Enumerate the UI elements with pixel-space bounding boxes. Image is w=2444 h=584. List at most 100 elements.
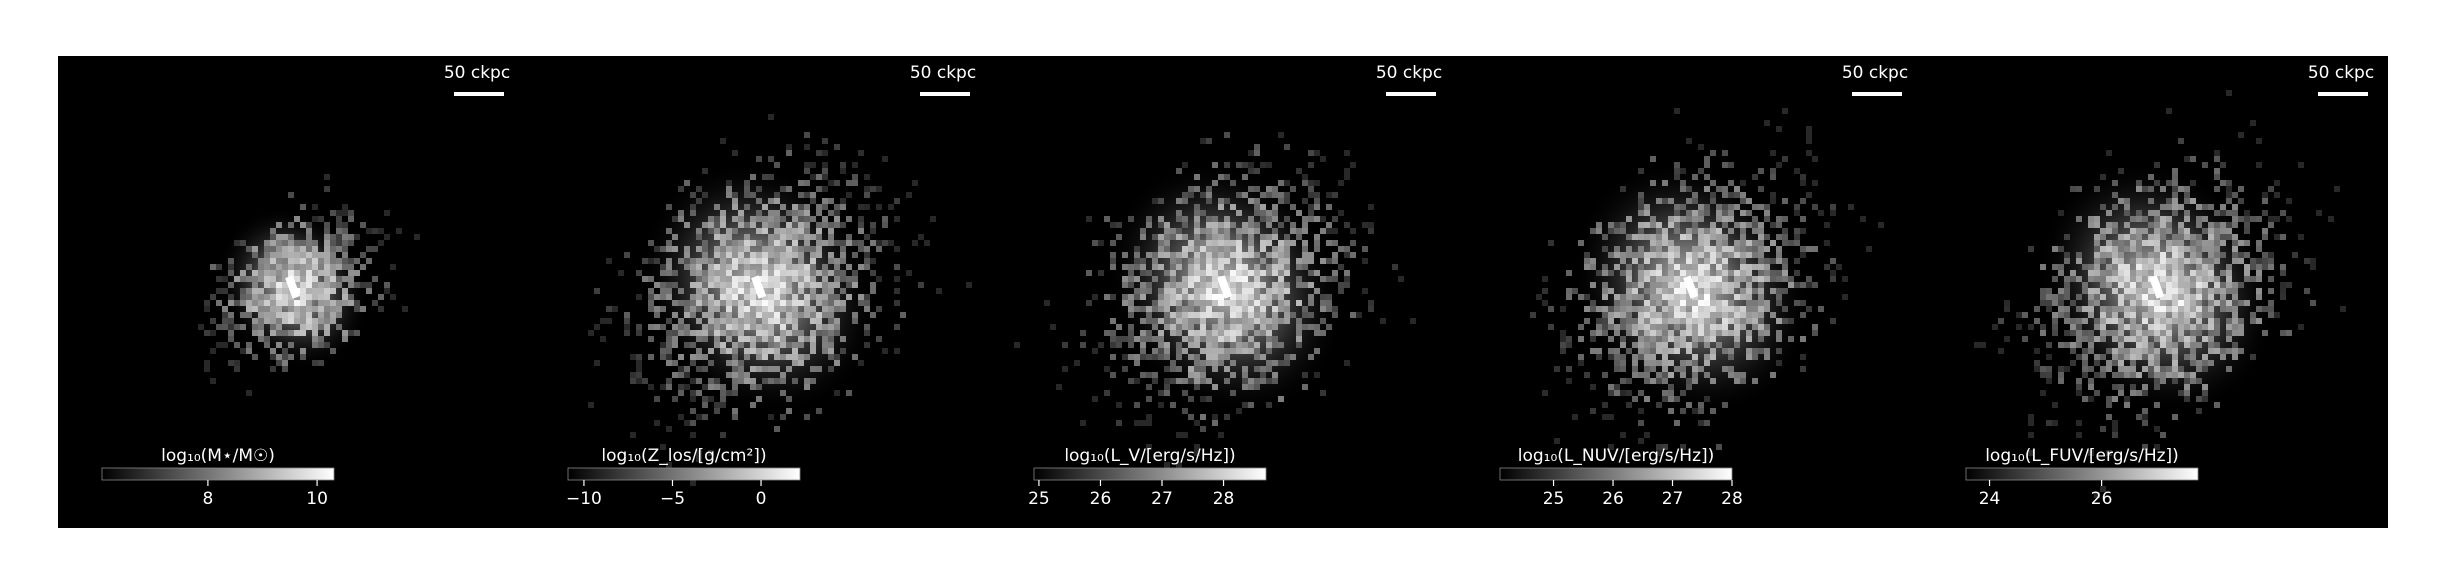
pixel <box>798 342 804 348</box>
pixel <box>1314 192 1320 198</box>
pixel <box>648 300 654 306</box>
pixel <box>1584 372 1590 378</box>
pixel <box>324 234 330 240</box>
pixel <box>1326 306 1332 312</box>
pixel <box>1170 288 1176 294</box>
pixel <box>1710 222 1716 228</box>
pixel <box>1164 252 1170 258</box>
pixel <box>804 168 810 174</box>
pixel <box>1692 372 1698 378</box>
pixel <box>1710 378 1716 384</box>
pixel <box>1164 294 1170 300</box>
pixel <box>1704 264 1710 270</box>
pixel <box>720 390 726 396</box>
pixel <box>1680 306 1686 312</box>
pixel <box>744 336 750 342</box>
pixel <box>1656 312 1662 318</box>
pixel <box>726 264 732 270</box>
pixel <box>1800 366 1806 372</box>
pixel <box>2202 216 2208 222</box>
pixel <box>270 324 276 330</box>
pixel <box>768 198 774 204</box>
pixel <box>222 318 228 324</box>
pixel <box>1728 180 1734 186</box>
pixel <box>1602 282 1608 288</box>
pixel <box>1686 330 1692 336</box>
pixel <box>702 330 708 336</box>
pixel <box>774 318 780 324</box>
pixel <box>1158 306 1164 312</box>
pixel <box>1758 222 1764 228</box>
pixel <box>714 246 720 252</box>
pixel <box>1794 240 1800 246</box>
pixel <box>702 366 708 372</box>
pixel <box>1614 366 1620 372</box>
pixel <box>1272 360 1278 366</box>
pixel <box>306 306 312 312</box>
pixel <box>774 216 780 222</box>
pixel <box>1656 288 1662 294</box>
pixel <box>672 216 678 222</box>
pixel <box>1674 342 1680 348</box>
pixel <box>1686 138 1692 144</box>
pixel <box>246 348 252 354</box>
colorbar <box>1033 467 1267 481</box>
pixel <box>318 270 324 276</box>
pixel <box>222 276 228 282</box>
pixel <box>1212 216 1218 222</box>
pixel <box>1710 234 1716 240</box>
pixel <box>1224 222 1230 228</box>
pixel <box>714 300 720 306</box>
pixel <box>2232 222 2238 228</box>
pixel <box>660 270 666 276</box>
pixel <box>666 462 672 468</box>
pixel <box>708 300 714 306</box>
colorbar-tick-label: 0 <box>756 489 767 509</box>
pixel <box>1320 294 1326 300</box>
pixel <box>1230 246 1236 252</box>
pixel <box>1722 240 1728 246</box>
pixel <box>1278 318 1284 324</box>
pixel <box>1614 348 1620 354</box>
pixel <box>786 300 792 306</box>
pixel <box>732 288 738 294</box>
pixel <box>1800 216 1806 222</box>
pixel <box>1290 240 1296 246</box>
pixel <box>1110 264 1116 270</box>
pixel <box>756 330 762 336</box>
pixel <box>1182 276 1188 282</box>
pixel <box>1680 312 1686 318</box>
pixel <box>816 150 822 156</box>
pixel <box>1686 186 1692 192</box>
pixel <box>1392 264 1398 270</box>
pixel <box>612 306 618 312</box>
pixel <box>1746 348 1752 354</box>
pixel <box>1200 192 1206 198</box>
pixel <box>330 312 336 318</box>
pixel <box>1218 336 1224 342</box>
pixel <box>1128 312 1134 318</box>
pixel <box>1758 246 1764 252</box>
pixel <box>1560 348 1566 354</box>
pixel <box>1608 414 1614 420</box>
pixel <box>1680 234 1686 240</box>
pixel <box>666 330 672 336</box>
pixel <box>720 264 726 270</box>
scale-label: 50 ckpc <box>1376 63 1442 83</box>
pixel <box>1206 354 1212 360</box>
pixel <box>282 294 288 300</box>
pixel <box>1152 354 1158 360</box>
pixel <box>690 396 696 402</box>
colorbar-tick-label: −5 <box>660 489 685 509</box>
pixel <box>1680 204 1686 210</box>
pixel <box>828 210 834 216</box>
pixel <box>816 186 822 192</box>
pixel <box>840 300 846 306</box>
pixel <box>1248 318 1254 324</box>
pixel <box>822 168 828 174</box>
pixel <box>1218 432 1224 438</box>
pixel <box>648 240 654 246</box>
pixel <box>1236 324 1242 330</box>
pixel <box>1662 318 1668 324</box>
pixel <box>324 306 330 312</box>
